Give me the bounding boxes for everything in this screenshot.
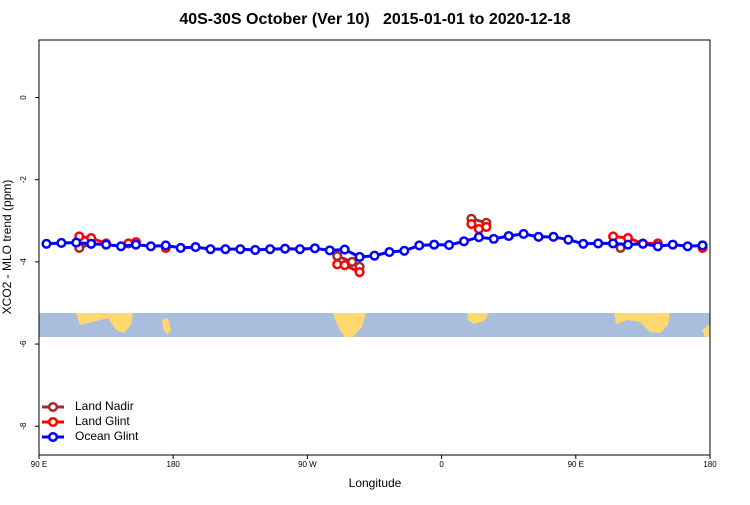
- point: [324, 245, 335, 256]
- point: [235, 244, 246, 255]
- map-strip: [39, 313, 710, 337]
- point: [697, 240, 708, 251]
- point: [608, 238, 619, 249]
- legend-marker: [47, 416, 59, 428]
- point: [369, 250, 380, 261]
- point: [205, 244, 216, 255]
- point: [637, 238, 648, 249]
- point: [458, 236, 470, 247]
- point: [473, 232, 484, 243]
- point: [294, 244, 305, 255]
- y-axis-label: XCO2 - MLO trend (ppm): [0, 180, 14, 315]
- plot-frame: [38, 39, 711, 456]
- point: [578, 238, 589, 249]
- point: [250, 244, 261, 256]
- x-tick-label: 180: [167, 460, 181, 469]
- point: [332, 251, 343, 262]
- point: [622, 239, 634, 250]
- x-tick-label: 90 E: [568, 460, 584, 469]
- point: [593, 238, 604, 249]
- point: [339, 260, 350, 271]
- y-tick-label: -6: [19, 340, 28, 348]
- point: [667, 239, 678, 250]
- point: [190, 242, 201, 253]
- point: [354, 251, 365, 263]
- chart-title: 40S-30S October (Ver 10) 2015-01-01 to 2…: [179, 11, 570, 28]
- point: [399, 245, 410, 256]
- point: [160, 240, 171, 251]
- legend-label: Land Nadir: [75, 399, 134, 413]
- series: [41, 228, 708, 263]
- point: [220, 244, 231, 255]
- point: [466, 219, 477, 230]
- point: [518, 228, 529, 239]
- point: [130, 239, 141, 250]
- x-tick-label: 90 W: [298, 460, 317, 469]
- point: [503, 230, 514, 242]
- point: [444, 239, 455, 251]
- point: [548, 231, 559, 242]
- legend-marker: [47, 431, 59, 443]
- point: [533, 231, 544, 242]
- legend-marker: [47, 401, 59, 413]
- point: [175, 242, 186, 253]
- point: [71, 237, 82, 248]
- point: [56, 237, 67, 249]
- x-axis-label: Longitude: [349, 476, 402, 490]
- y-tick-label: 0: [19, 95, 28, 100]
- x-tick-label: 180: [703, 460, 717, 469]
- legend-label: Ocean Glint: [75, 429, 139, 443]
- point: [115, 241, 127, 252]
- point: [429, 239, 440, 250]
- y-tick-label: -2: [19, 176, 28, 184]
- point: [339, 244, 350, 255]
- point: [563, 234, 574, 245]
- point: [41, 238, 52, 249]
- point: [414, 240, 425, 251]
- point: [682, 241, 693, 252]
- point: [101, 239, 112, 250]
- point: [86, 238, 97, 249]
- point: [279, 243, 291, 254]
- point: [481, 221, 492, 233]
- point: [145, 241, 156, 252]
- y-tick-label: -8: [19, 422, 28, 430]
- point: [488, 233, 499, 244]
- point: [265, 244, 276, 255]
- x-tick-label: 90 E: [31, 460, 47, 469]
- point: [384, 246, 395, 258]
- legend-label: Land Glint: [75, 414, 130, 428]
- x-tick-label: 0: [439, 460, 444, 469]
- point: [354, 267, 365, 278]
- point: [309, 243, 320, 254]
- y-tick-label: -4: [19, 258, 28, 266]
- point: [652, 241, 663, 252]
